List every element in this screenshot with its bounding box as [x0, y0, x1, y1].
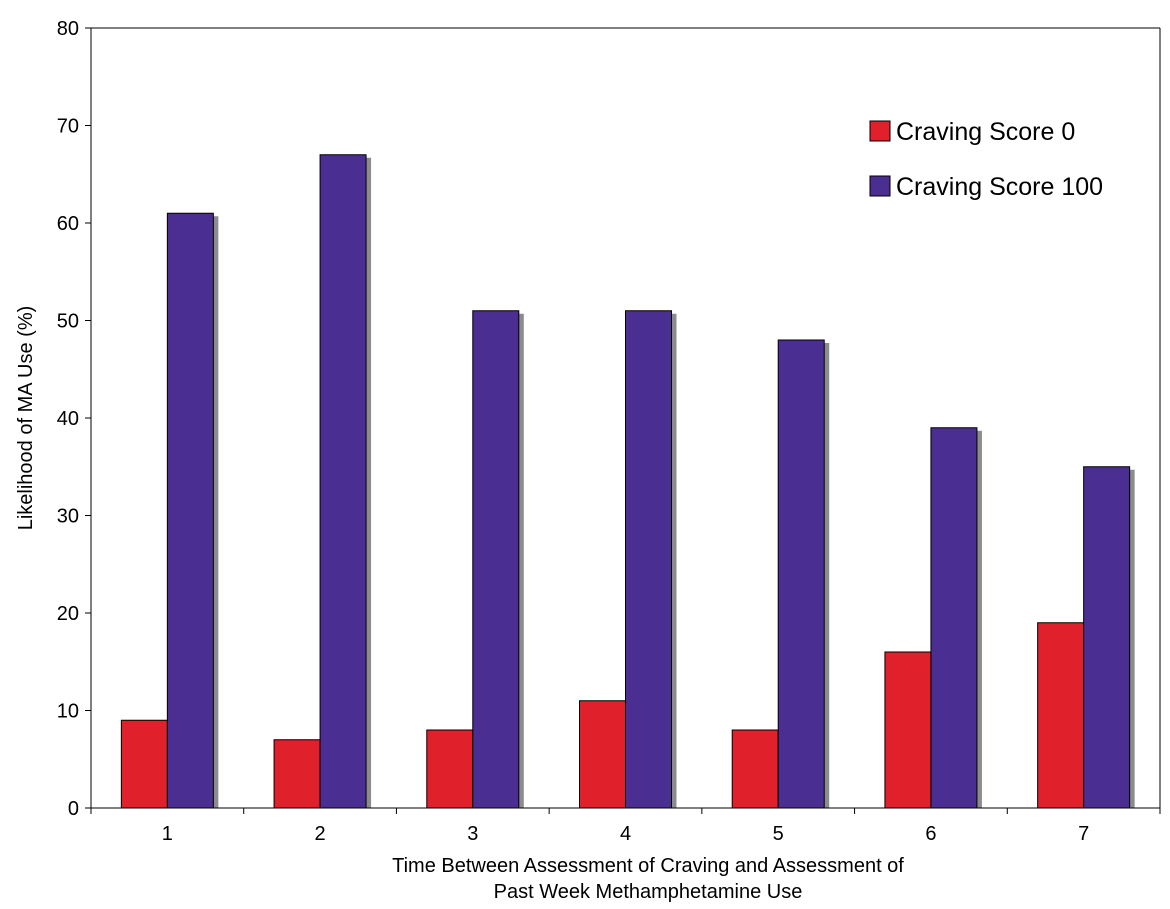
legend-swatch-craving-0	[869, 120, 891, 142]
x-tick-label: 1	[162, 823, 173, 845]
bar-craving-100-cat-2	[319, 154, 367, 809]
bar-craving-0-cat-7	[1037, 622, 1085, 809]
y-tick-label: 50	[57, 311, 79, 333]
x-tick-label: 5	[773, 823, 784, 845]
x-tick-label: 4	[620, 823, 631, 845]
y-tick-label: 0	[68, 798, 79, 820]
legend-swatch-craving-100	[869, 175, 891, 197]
y-tick-label: 40	[57, 408, 79, 430]
y-tick-label: 10	[57, 701, 79, 723]
y-tick-label: 70	[57, 116, 79, 138]
bar-craving-0-cat-4	[579, 700, 626, 809]
bars	[120, 154, 1131, 809]
y-tick-label: 80	[57, 18, 79, 40]
legend-label-craving-100: Craving Score 100	[896, 173, 1103, 201]
bar-craving-0-cat-6	[884, 651, 932, 809]
x-axis-label-line-2: Past Week Methamphetamine Use	[494, 881, 803, 903]
y-axis-label: Likelihood of MA Use (%)	[15, 306, 37, 531]
x-ticks: 1 2 3 4 5 6 7	[90, 808, 1161, 845]
x-tick-label: 2	[315, 823, 326, 845]
y-tick-label: 20	[57, 603, 79, 625]
y-ticks: 0 10 20 30 40 50 60 70 80	[57, 18, 91, 820]
bar-craving-100-cat-7	[1083, 466, 1131, 809]
bar-craving-0-cat-2	[273, 739, 321, 809]
bar-craving-100-cat-6	[930, 427, 978, 809]
bar-craving-0-cat-5	[731, 729, 779, 809]
x-tick-label: 7	[1078, 823, 1089, 845]
bar-craving-0-cat-3	[426, 729, 474, 809]
legend-label-craving-0: Craving Score 0	[896, 118, 1075, 146]
bar-craving-100-cat-4	[625, 310, 672, 809]
x-tick-label: 6	[925, 823, 936, 845]
bar-craving-0-cat-1	[120, 719, 168, 809]
y-tick-label: 30	[57, 506, 79, 528]
x-axis-label-line-1: Time Between Assessment of Craving and A…	[392, 855, 904, 877]
bar-craving-100-cat-5	[777, 339, 825, 809]
x-tick-label: 3	[467, 823, 478, 845]
legend: Craving Score 0 Craving Score 100	[869, 118, 1103, 201]
bar-craving-100-cat-1	[166, 212, 214, 809]
bar-craving-100-cat-3	[472, 310, 520, 809]
y-tick-label: 60	[57, 213, 79, 235]
